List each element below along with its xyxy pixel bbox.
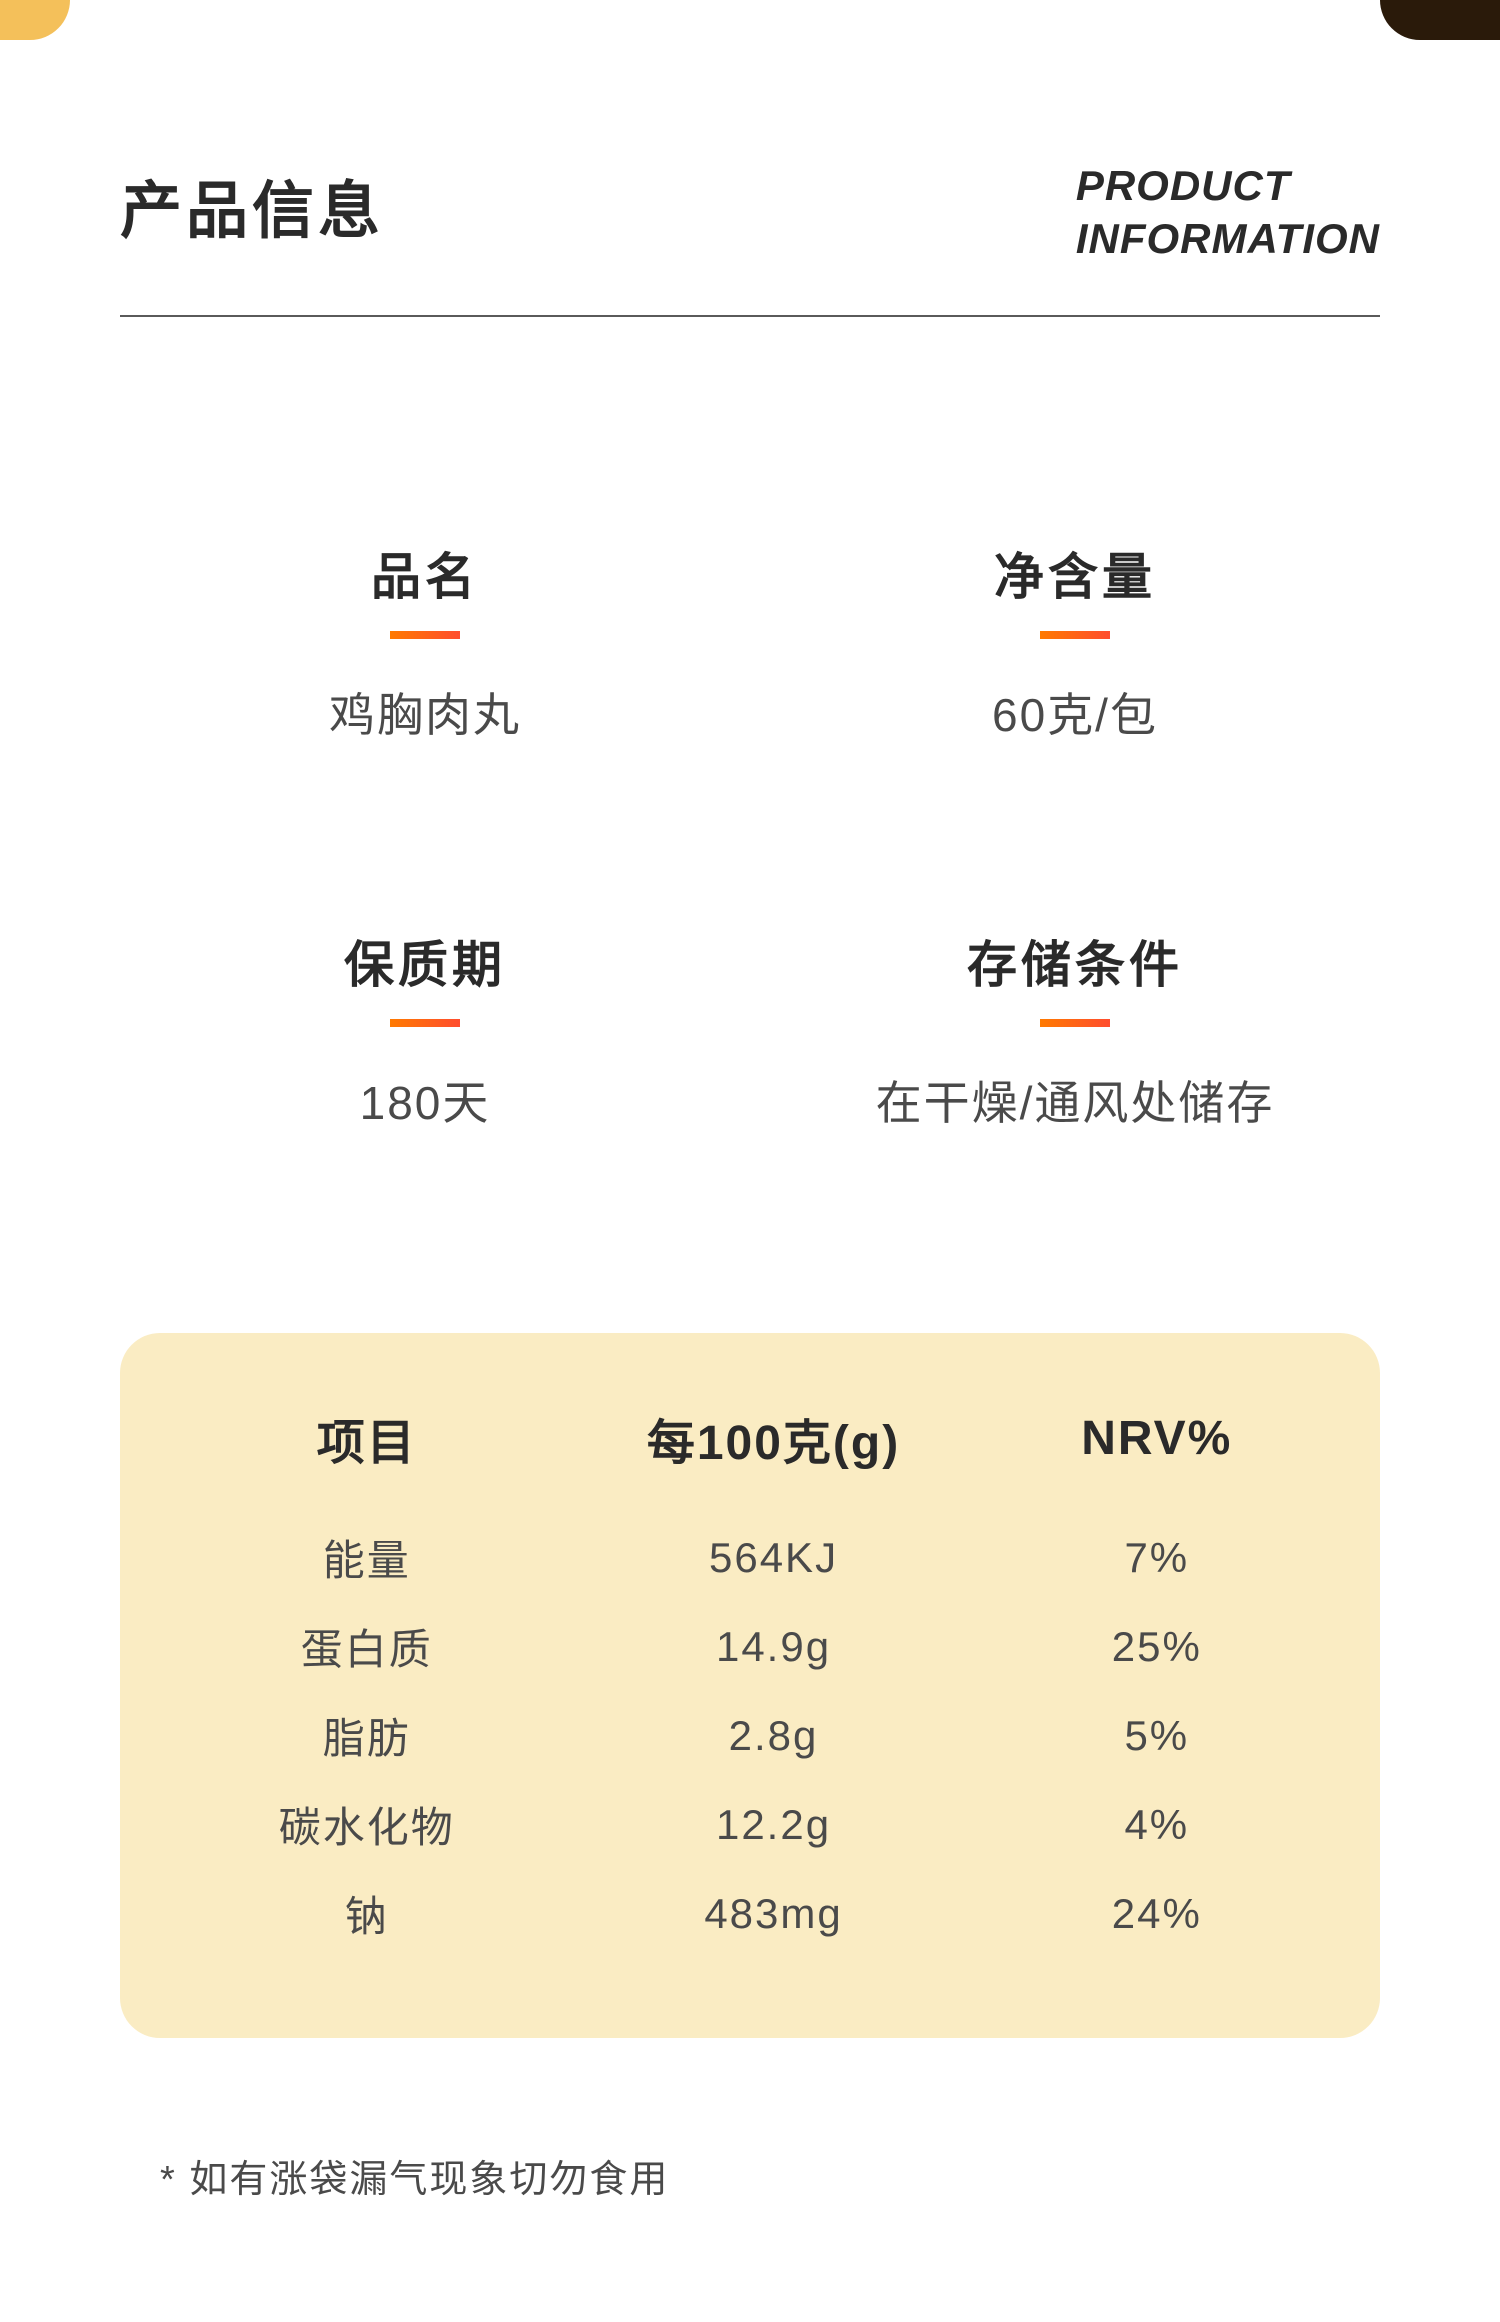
cell: 5% [1014,1691,1300,1780]
header-row: 产品信息 PRODUCT INFORMATION [120,160,1380,317]
cell: 483mg [533,1869,1013,1958]
table-row: 碳水化物 12.2g 4% [200,1780,1300,1869]
page-title-en: PRODUCT INFORMATION [1076,160,1380,265]
info-value: 60克/包 [992,679,1158,745]
accent-bar-icon [390,1019,460,1027]
col-nrv: NRV% [1014,1403,1300,1513]
cell: 4% [1014,1780,1300,1869]
table-row: 蛋白质 14.9g 25% [200,1602,1300,1691]
info-label: 品名 [371,537,479,609]
info-item-name: 品名 鸡胸肉丸 [120,537,730,745]
nutrition-tbody: 能量 564KJ 7% 蛋白质 14.9g 25% 脂肪 2.8g 5% 碳水化… [200,1513,1300,1958]
footnote-text: * 如有涨袋漏气现象切勿食用 [160,2148,1380,2203]
page-title-cn: 产品信息 [120,160,384,250]
table-row: 能量 564KJ 7% [200,1513,1300,1602]
col-item: 项目 [200,1403,533,1513]
nutrition-table: 项目 每100克(g) NRV% 能量 564KJ 7% 蛋白质 14.9g 2… [200,1403,1300,1958]
info-item-netweight: 净含量 60克/包 [770,537,1380,745]
info-value: 180天 [360,1067,491,1133]
cell: 2.8g [533,1691,1013,1780]
info-label: 净含量 [994,537,1156,609]
table-header-row: 项目 每100克(g) NRV% [200,1403,1300,1513]
cell: 24% [1014,1869,1300,1958]
info-item-shelflife: 保质期 180天 [120,925,730,1133]
page-title-en-line1: PRODUCT [1076,160,1380,213]
cell: 25% [1014,1602,1300,1691]
cell: 能量 [200,1513,533,1602]
info-value: 在干燥/通风处储存 [876,1067,1275,1133]
table-row: 脂肪 2.8g 5% [200,1691,1300,1780]
cell: 12.2g [533,1780,1013,1869]
nutrition-card: 项目 每100克(g) NRV% 能量 564KJ 7% 蛋白质 14.9g 2… [120,1333,1380,2038]
page-title-en-line2: INFORMATION [1076,213,1380,266]
col-per100g: 每100克(g) [533,1403,1013,1513]
info-value: 鸡胸肉丸 [329,679,521,745]
cell: 14.9g [533,1602,1013,1691]
cell: 蛋白质 [200,1602,533,1691]
page-content: 产品信息 PRODUCT INFORMATION 品名 鸡胸肉丸 净含量 60克… [0,0,1500,2203]
cell: 564KJ [533,1513,1013,1602]
info-label: 存储条件 [967,925,1183,997]
info-grid: 品名 鸡胸肉丸 净含量 60克/包 保质期 180天 存储条件 在干燥/通风处储… [120,537,1380,1133]
cell: 7% [1014,1513,1300,1602]
info-item-storage: 存储条件 在干燥/通风处储存 [770,925,1380,1133]
table-row: 钠 483mg 24% [200,1869,1300,1958]
corner-decor-right [1380,0,1500,40]
cell: 碳水化物 [200,1780,533,1869]
info-label: 保质期 [344,925,506,997]
accent-bar-icon [1040,631,1110,639]
cell: 脂肪 [200,1691,533,1780]
cell: 钠 [200,1869,533,1958]
accent-bar-icon [1040,1019,1110,1027]
accent-bar-icon [390,631,460,639]
